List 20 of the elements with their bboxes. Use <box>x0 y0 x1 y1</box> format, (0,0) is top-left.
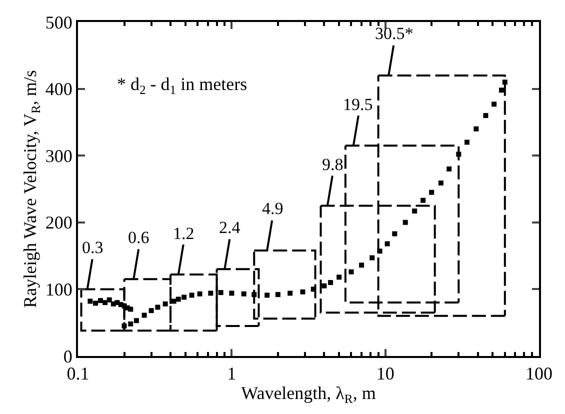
annotation: 4.9 <box>262 199 284 218</box>
annotation: 1.2 <box>173 224 194 243</box>
y-tick-label: 100 <box>45 280 72 300</box>
x-tick-label: 10 <box>376 364 394 384</box>
annotation: 2.4 <box>219 218 241 237</box>
x-tick-label: 1 <box>227 364 236 384</box>
y-tick-label: 300 <box>45 146 72 166</box>
annotation: 19.5 <box>343 95 373 114</box>
y-tick-label: 200 <box>45 212 72 233</box>
x-tick-label: 0.1 <box>66 364 90 384</box>
annotation: 30.5* <box>375 24 414 43</box>
y-tick-label: 500 <box>45 12 72 32</box>
y-tick-label: 0 <box>63 346 72 366</box>
annotation: 0.3 <box>82 238 104 257</box>
x-tick-label: 100 <box>526 364 552 384</box>
annotation: 9.8 <box>322 155 344 174</box>
y-tick-label: 400 <box>45 79 72 100</box>
annotation: * d$_{2}$ - d$_{1}$ in meters <box>117 74 248 97</box>
annotation: 0.6 <box>128 228 150 247</box>
x-axis-title: Wavelength, λ$_{R}$, m <box>241 383 376 406</box>
